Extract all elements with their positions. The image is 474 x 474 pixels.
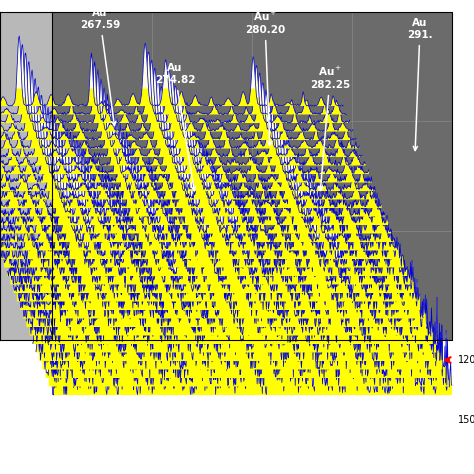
Polygon shape [0, 108, 372, 182]
Text: 150: 150 [458, 415, 474, 425]
Polygon shape [52, 195, 452, 345]
Polygon shape [0, 125, 388, 200]
Polygon shape [7, 146, 407, 276]
Polygon shape [1, 139, 401, 259]
Polygon shape [0, 132, 394, 215]
Polygon shape [52, 195, 452, 395]
Text: Au$^+$
280.20: Au$^+$ 280.20 [245, 10, 285, 146]
Polygon shape [0, 36, 343, 106]
Polygon shape [0, 79, 359, 148]
Polygon shape [27, 167, 427, 327]
Polygon shape [0, 70, 356, 122]
Polygon shape [0, 104, 369, 174]
Polygon shape [29, 171, 429, 336]
Polygon shape [10, 149, 410, 251]
Polygon shape [0, 95, 365, 148]
Polygon shape [0, 111, 375, 171]
Polygon shape [46, 188, 446, 378]
Polygon shape [14, 153, 414, 293]
Polygon shape [23, 164, 423, 280]
Polygon shape [0, 121, 385, 193]
Bar [52, 12, 452, 340]
Polygon shape [0, 115, 378, 200]
Polygon shape [0, 87, 363, 157]
Polygon shape [39, 181, 439, 361]
Polygon shape [0, 125, 388, 225]
Polygon shape [29, 171, 429, 294]
Polygon shape [0, 115, 378, 178]
Polygon shape [0, 62, 353, 114]
Polygon shape [49, 191, 449, 386]
Text: Au
274.82: Au 274.82 [155, 64, 196, 191]
Polygon shape [0, 53, 350, 106]
Text: Au
267.59: Au 267.59 [80, 9, 120, 126]
Text: Au
291.: Au 291. [407, 18, 433, 151]
Polygon shape [0, 45, 346, 97]
Polygon shape [14, 153, 414, 258]
Polygon shape [4, 143, 404, 236]
Polygon shape [20, 160, 420, 310]
Polygon shape [0, 53, 350, 123]
Polygon shape [0, 118, 382, 185]
Polygon shape [0, 45, 346, 115]
Polygon shape [0, 104, 369, 156]
Polygon shape [49, 191, 449, 338]
Polygon shape [0, 108, 372, 164]
Polygon shape [0, 118, 382, 208]
Polygon shape [0, 36, 343, 89]
Polygon shape [0, 62, 353, 131]
Polygon shape [42, 184, 442, 370]
Polygon shape [27, 167, 427, 287]
Polygon shape [0, 128, 391, 207]
Polygon shape [36, 177, 436, 309]
Polygon shape [33, 174, 433, 344]
Polygon shape [39, 181, 439, 316]
Polygon shape [42, 184, 442, 323]
Polygon shape [46, 188, 446, 330]
Polygon shape [0, 121, 385, 217]
Polygon shape [0, 79, 359, 131]
Polygon shape [33, 174, 433, 301]
Polygon shape [0, 136, 398, 250]
Text: 120: 120 [458, 355, 474, 365]
Polygon shape [17, 156, 417, 265]
Polygon shape [0, 132, 394, 242]
Text: Au$^+$
282.25: Au$^+$ 282.25 [310, 65, 350, 191]
Polygon shape [0, 136, 398, 222]
Polygon shape [0, 111, 375, 191]
Polygon shape [0, 87, 363, 139]
Polygon shape [0, 128, 391, 234]
Polygon shape [4, 143, 404, 267]
Polygon shape [0, 70, 356, 140]
Polygon shape [20, 160, 420, 273]
Polygon shape [17, 156, 417, 301]
Polygon shape [36, 177, 436, 353]
Polygon shape [0, 95, 365, 165]
Polygon shape [10, 149, 410, 284]
Polygon shape [0, 12, 52, 340]
Polygon shape [1, 139, 401, 229]
Polygon shape [23, 164, 423, 319]
Polygon shape [7, 146, 407, 244]
